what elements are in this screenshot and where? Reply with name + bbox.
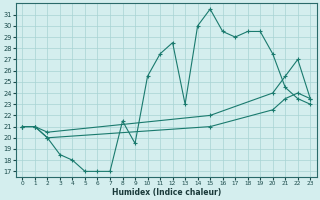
X-axis label: Humidex (Indice chaleur): Humidex (Indice chaleur): [112, 188, 221, 197]
